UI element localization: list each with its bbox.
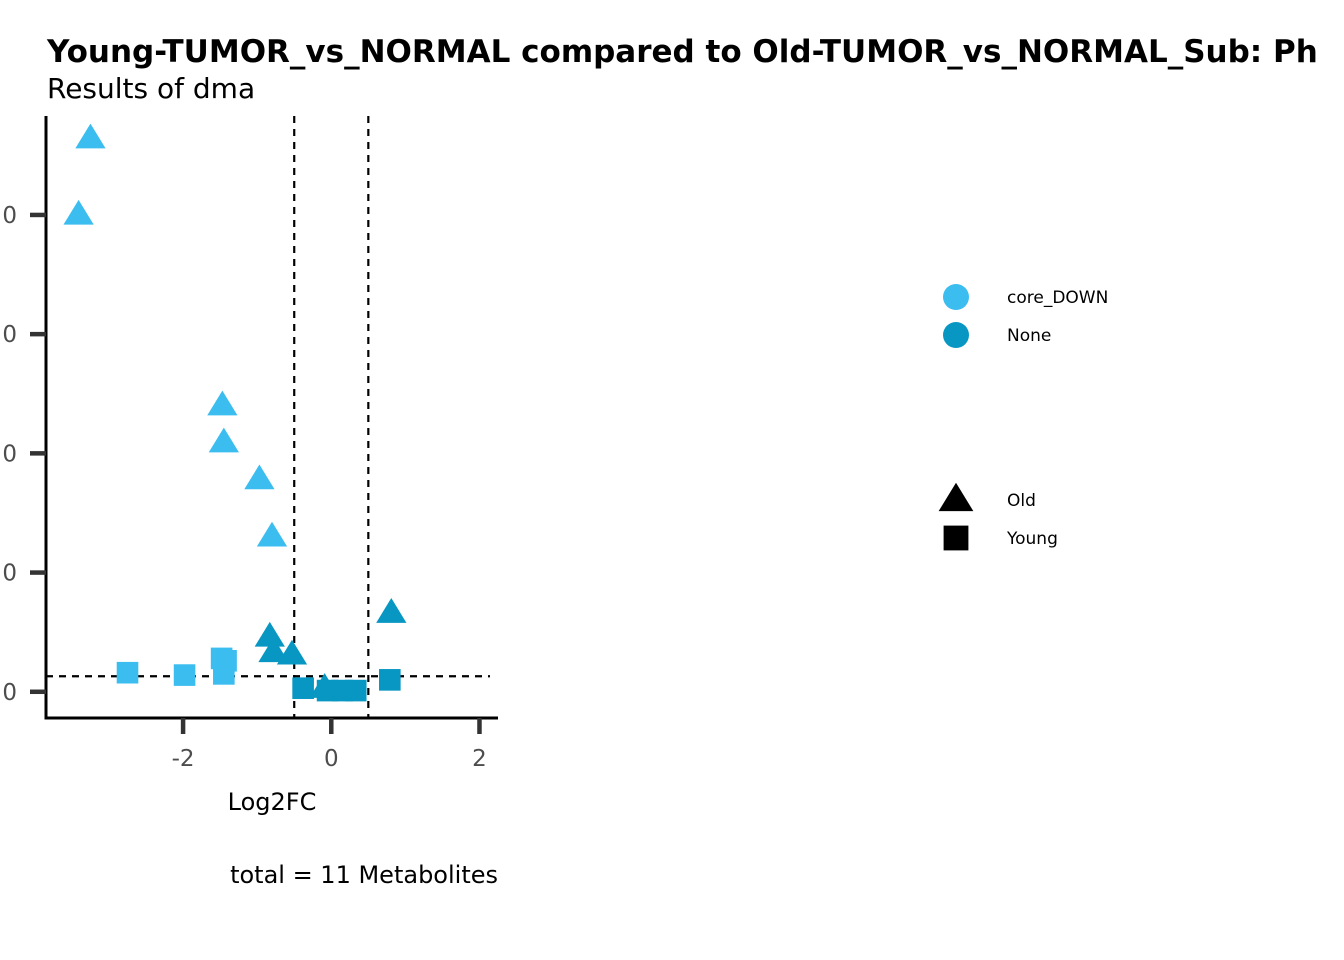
data-point	[63, 199, 94, 225]
data-point	[207, 390, 238, 416]
legend: core_DOWN None Old Young	[938, 284, 1108, 551]
legend-shape-key	[943, 525, 969, 551]
legend-color-label: core_DOWN	[1007, 288, 1108, 308]
data-point	[344, 679, 367, 702]
data-point	[254, 621, 285, 647]
y-tick-label: 0	[2, 561, 17, 587]
legend-color-label: None	[1007, 326, 1051, 346]
caption: total = 11 Metabolites	[230, 861, 498, 889]
data-point	[116, 661, 139, 684]
data-point	[376, 598, 407, 623]
x-tick-label: -2	[172, 746, 195, 772]
x-tick-label: 2	[472, 746, 487, 772]
chart-title: Young-TUMOR_vs_NORMAL compared to Old-TU…	[46, 34, 1318, 70]
chart-subtitle: Results of dma	[47, 72, 255, 105]
data-point	[379, 669, 401, 691]
data-point	[292, 677, 314, 699]
legend-shape-key	[938, 482, 974, 512]
data-point	[258, 637, 289, 663]
y-tick-label: 0	[2, 322, 17, 348]
legend-color-key	[943, 284, 969, 310]
data-point	[213, 663, 235, 685]
y-tick-label: 0	[2, 441, 17, 467]
plot-panel	[46, 116, 490, 718]
x-axis-title: Log2FC	[228, 788, 317, 816]
data-point	[208, 427, 239, 453]
y-tick-label: 0	[2, 680, 17, 706]
legend-color-key	[943, 322, 969, 348]
legend-shape-label: Old	[1007, 491, 1036, 511]
y-tick-label: 0	[2, 203, 17, 229]
data-point	[276, 639, 308, 665]
x-tick-label: 0	[324, 746, 339, 772]
data-point	[256, 521, 288, 547]
data-point	[244, 464, 275, 490]
data-point	[173, 664, 196, 686]
axes: -2 0 2 0 0 0 0 0	[2, 116, 498, 772]
data-point	[75, 123, 106, 149]
legend-shape-label: Young	[1006, 529, 1058, 549]
